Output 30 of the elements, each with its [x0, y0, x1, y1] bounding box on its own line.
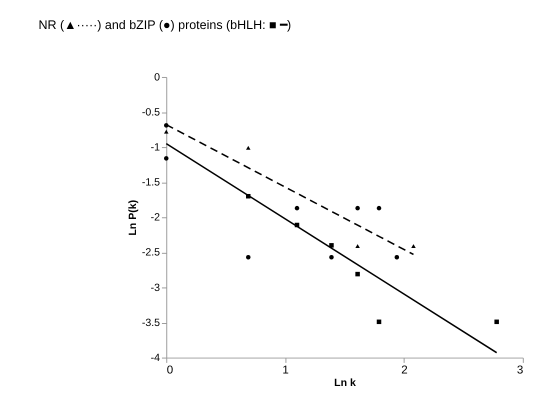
x-tick-label: 2 — [401, 364, 408, 376]
y-tick-label: -1.5 — [142, 176, 160, 189]
point — [376, 206, 382, 210]
y-tick-label: -3.5 — [142, 316, 160, 329]
y-tick-label: -0.5 — [142, 106, 160, 118]
y-tick-label: -3 — [150, 282, 160, 294]
point — [246, 255, 251, 260]
x-tick-label: 1 — [282, 364, 289, 376]
y-tick-label: -2.5 — [142, 246, 160, 259]
point — [164, 156, 169, 161]
point — [394, 255, 400, 260]
point — [494, 320, 499, 324]
x-tick-label: 3 — [516, 364, 524, 376]
point — [376, 320, 382, 324]
x-tick-label: 0 — [166, 364, 174, 376]
point — [355, 272, 360, 276]
point — [246, 146, 251, 150]
point — [411, 244, 416, 248]
y-tick-label: -1 — [150, 141, 160, 154]
point — [294, 206, 300, 210]
point — [355, 244, 360, 248]
chart-title: NR (▲·····) and bZIP (●) proteins (bHLH: ■ ━) — [38, 18, 292, 32]
point — [355, 206, 360, 210]
y-axis-title: Ln P(k) — [127, 200, 140, 236]
y-tick-label: -2 — [150, 212, 160, 224]
x-axis-title: Ln k — [334, 376, 356, 389]
y-tick-label: 0 — [154, 71, 160, 84]
point — [329, 255, 334, 260]
y-tick-label: -4 — [150, 352, 160, 364]
point — [164, 130, 169, 134]
